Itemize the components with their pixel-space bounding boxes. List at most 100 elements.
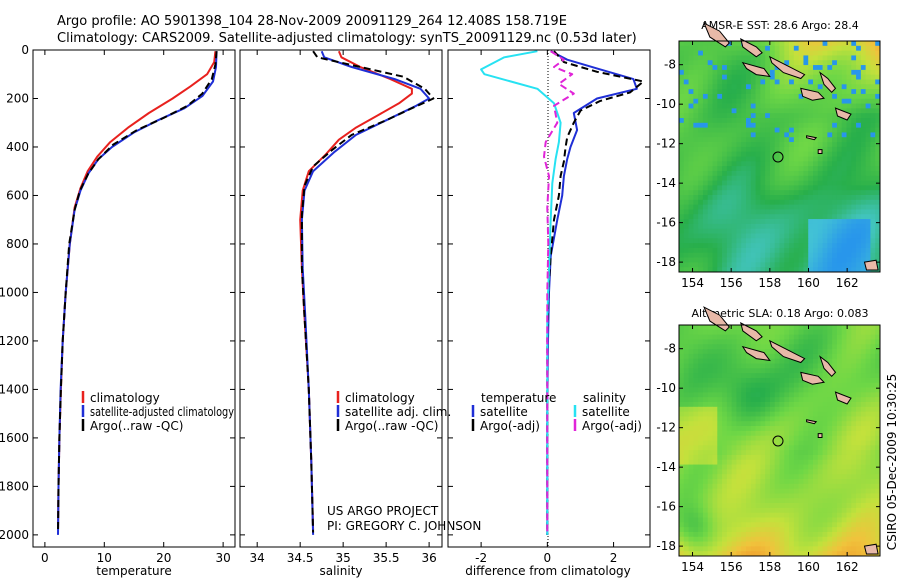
map-cell xyxy=(803,358,809,364)
map-cell xyxy=(822,166,828,172)
map-cell xyxy=(693,325,699,331)
map-cell xyxy=(817,344,823,350)
map-cell xyxy=(846,344,852,350)
map-cell xyxy=(803,536,809,542)
map-cell xyxy=(846,363,852,369)
map-cell xyxy=(774,79,780,85)
map-cell xyxy=(702,132,709,138)
map-cell xyxy=(813,421,819,427)
map-cell xyxy=(769,421,776,427)
map-cell xyxy=(865,142,871,148)
map-cell xyxy=(875,195,881,201)
map-cell xyxy=(841,339,847,345)
map-cell xyxy=(688,108,694,114)
map-cell xyxy=(693,483,699,490)
map-cell xyxy=(712,325,718,331)
map-cell xyxy=(860,60,867,66)
map-cell xyxy=(813,127,819,133)
map-cell xyxy=(736,195,742,201)
map-cell xyxy=(702,522,709,528)
map-cell xyxy=(679,349,685,355)
map-cell xyxy=(803,247,809,254)
map-cell xyxy=(683,74,689,80)
map-cell xyxy=(702,243,709,249)
map-cell xyxy=(870,411,876,417)
map-cell xyxy=(851,377,857,384)
map-cell xyxy=(679,223,685,230)
map-cell xyxy=(712,517,718,523)
map-cell xyxy=(741,527,747,533)
map-cell xyxy=(698,219,704,225)
map-cell xyxy=(803,421,809,427)
argo-position-marker xyxy=(772,435,784,447)
map-cell xyxy=(789,382,795,388)
map-cell xyxy=(793,132,800,138)
map-cell xyxy=(875,329,881,336)
map-cell xyxy=(813,257,819,263)
map-cell xyxy=(726,238,733,244)
map-cell xyxy=(722,185,728,191)
map-cell xyxy=(760,435,766,441)
map-cell xyxy=(851,209,857,215)
map-cell xyxy=(832,190,838,196)
map-cell xyxy=(717,435,723,441)
map-cell xyxy=(813,397,819,403)
map-cell xyxy=(817,479,823,485)
map-cell xyxy=(746,209,752,215)
map-cell xyxy=(726,113,733,119)
map-cell xyxy=(856,50,862,56)
map-cell xyxy=(817,156,823,162)
map-cell xyxy=(779,45,785,52)
map-cell xyxy=(741,445,747,451)
map-cell xyxy=(793,546,800,552)
map-cell xyxy=(793,464,800,470)
map-cell xyxy=(702,402,709,408)
map-cell xyxy=(717,459,723,465)
map-cell xyxy=(851,507,857,514)
map-cell xyxy=(683,392,689,398)
map-cell xyxy=(736,498,742,504)
map-cell xyxy=(693,122,699,129)
map-cell xyxy=(693,488,699,494)
map-cell xyxy=(832,74,838,80)
map-cell xyxy=(870,209,876,215)
map-cell xyxy=(683,353,689,360)
map-cell xyxy=(846,161,852,167)
map-cell xyxy=(808,517,814,523)
map-cell xyxy=(746,421,752,427)
map-cell xyxy=(789,334,795,340)
map-cell xyxy=(803,541,809,547)
map-cell xyxy=(803,156,809,162)
map-cell xyxy=(813,262,819,268)
map-cell xyxy=(755,84,761,90)
map-cell xyxy=(875,541,881,547)
map-cell xyxy=(860,368,867,374)
map-cell xyxy=(736,517,742,523)
map-cell xyxy=(860,387,867,393)
map-cell xyxy=(817,450,823,456)
map-cell xyxy=(726,397,733,403)
map-cell xyxy=(817,243,823,249)
map-cell xyxy=(798,430,804,437)
map-cell xyxy=(693,118,699,124)
map-cell xyxy=(702,488,709,494)
map-cell xyxy=(726,223,733,230)
indispensable-reefs xyxy=(817,149,823,154)
map-cell xyxy=(755,402,761,408)
map-cell xyxy=(683,454,689,461)
map-cell xyxy=(679,373,685,379)
map-cell xyxy=(793,195,800,201)
map-cell xyxy=(755,430,761,437)
map-cell xyxy=(813,209,819,215)
map-cell xyxy=(712,180,718,186)
map-cell xyxy=(798,243,804,249)
map-cell xyxy=(789,50,795,56)
map-cell xyxy=(698,353,704,360)
map-cell xyxy=(789,551,795,557)
map-cell xyxy=(851,79,857,85)
temperature-xlabel: temperature xyxy=(96,564,171,578)
map-cell xyxy=(746,527,752,533)
map-cell xyxy=(765,74,771,80)
map-cell xyxy=(717,69,723,76)
map-cell xyxy=(865,397,871,403)
